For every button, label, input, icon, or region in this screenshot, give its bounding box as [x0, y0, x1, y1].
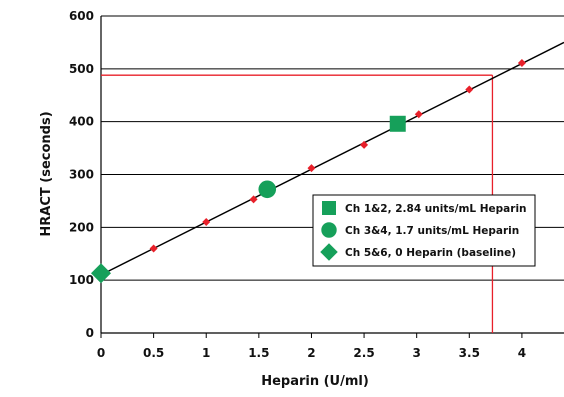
legend-marker-square — [322, 201, 336, 215]
series-marker-diamond — [91, 263, 111, 284]
x-tick-label: 1 — [202, 346, 210, 360]
calibration-point — [517, 59, 526, 68]
series-marker-circle — [258, 180, 277, 199]
legend-label: Ch 3&4, 1.7 units/mL Heparin — [345, 225, 519, 237]
y-tick-label: 0 — [86, 326, 94, 340]
x-tick-label: 0.5 — [143, 346, 164, 360]
x-tick-label: 2 — [307, 346, 315, 360]
calibration-point — [249, 195, 258, 204]
calibration-point — [149, 244, 158, 253]
calibration-points — [149, 59, 526, 253]
y-tick-label: 300 — [69, 168, 94, 182]
x-tick-label: 4 — [518, 346, 526, 360]
y-tick-label: 100 — [69, 273, 94, 287]
fit-line — [100, 41, 564, 276]
calibration-point — [202, 218, 211, 227]
series-marker-square — [389, 115, 406, 132]
y-axis-title: HRACT (seconds) — [39, 111, 54, 236]
x-tick-label: 2.5 — [353, 346, 374, 360]
legend-box — [312, 194, 536, 267]
legend-label: Ch 5&6, 0 Heparin (baseline) — [345, 247, 516, 259]
y-tick-label: 200 — [69, 220, 94, 234]
axes — [100, 16, 564, 338]
calibration-point — [465, 85, 474, 94]
series-markers — [91, 115, 406, 284]
x-tick-label: 3 — [413, 346, 421, 360]
y-tick-label: 600 — [69, 9, 94, 23]
y-tick-labels: 0 100 200 300 400 500 600 — [69, 9, 94, 340]
calibration-point — [414, 110, 423, 119]
x-axis-title: Heparin (U/ml) — [261, 374, 369, 389]
y-tick-label: 500 — [69, 62, 94, 76]
legend-marker-diamond — [320, 243, 338, 261]
fit-line-group — [100, 41, 564, 276]
x-tick-label: 0 — [97, 346, 105, 360]
x-tick-label: 3.5 — [459, 346, 480, 360]
legend-marker-circle — [321, 222, 337, 238]
x-tick-label: 1.5 — [248, 346, 269, 360]
calibration-point — [307, 164, 316, 173]
legend: Ch 1&2, 2.84 units/mL Heparin Ch 3&4, 1.7… — [312, 194, 536, 267]
calibration-point — [360, 140, 369, 149]
x-tick-labels: 0 0.5 1 1.5 2 2.5 3 3.5 4 — [97, 346, 526, 360]
gridlines — [101, 15, 564, 334]
y-tick-label: 400 — [69, 115, 94, 129]
legend-label: Ch 1&2, 2.84 units/mL Heparin — [345, 203, 527, 215]
